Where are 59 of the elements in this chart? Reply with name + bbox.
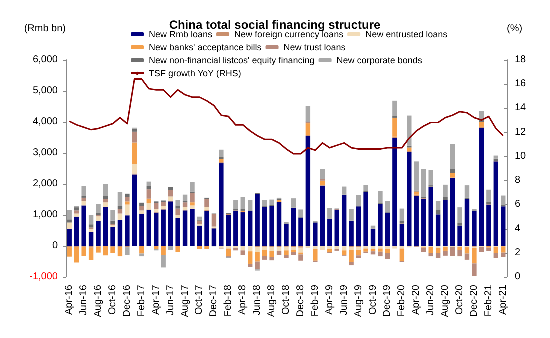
y-tick-label: 0 bbox=[52, 240, 58, 252]
x-tick-label: Dec-19 bbox=[382, 284, 394, 318]
y2-tick-label: 4 bbox=[515, 223, 521, 234]
x-tick-label: Jun-16 bbox=[78, 284, 90, 316]
x-tick-label: Oct-19 bbox=[368, 284, 379, 316]
y2-tick-label: 6 bbox=[515, 199, 521, 210]
y2-tick-label: 8 bbox=[515, 175, 521, 186]
legend-label: New corporate bonds bbox=[336, 56, 423, 66]
x-tick-label: Jun-18 bbox=[252, 284, 264, 316]
x-tick-label: Jun-19 bbox=[338, 284, 350, 316]
x-tick-label: Jun-20 bbox=[426, 284, 437, 316]
legend-label: New entrusted loans bbox=[366, 30, 448, 40]
y2-axis-title: (%) bbox=[507, 24, 523, 34]
y-tick-label: 3,000 bbox=[32, 148, 58, 158]
y2-tick-label: 16 bbox=[515, 78, 527, 90]
legend-label: New non-financial listcos' equity financing bbox=[149, 56, 315, 66]
x-tick-label: Oct-20 bbox=[454, 284, 466, 316]
x-tick-label: Dec-20 bbox=[468, 284, 480, 318]
y-tick-label: 6,000 bbox=[32, 54, 58, 66]
y-tick-label: -1,000 bbox=[30, 272, 58, 282]
x-tick-label: Feb-21 bbox=[483, 284, 494, 317]
x-tick-label: Apr-21 bbox=[498, 284, 509, 316]
x-tick-label: Aug-20 bbox=[440, 284, 452, 318]
x-tick-label: Apr-19 bbox=[324, 284, 336, 316]
legend-label: TSF growth YoY (RHS) bbox=[149, 68, 242, 78]
legend-label: New Rmb loans bbox=[149, 30, 214, 40]
x-tick-label: Feb-19 bbox=[310, 284, 321, 317]
x-tick-label: Apr-17 bbox=[150, 284, 162, 316]
x-tick-label: Apr-18 bbox=[238, 284, 249, 316]
y2-tick-label: 14 bbox=[515, 102, 527, 114]
y-tick-label: 5,000 bbox=[32, 86, 58, 96]
x-tick-label: Oct-16 bbox=[107, 284, 118, 316]
x-tick-label: Aug-19 bbox=[353, 284, 364, 318]
x-tick-label: Dec-16 bbox=[122, 284, 133, 318]
y-axis-title: (Rmb bn) bbox=[24, 24, 66, 34]
x-tick-label: Dec-17 bbox=[208, 284, 220, 318]
legend-label: New banks' acceptance bills bbox=[149, 42, 262, 52]
x-tick-label: Apr-16 bbox=[64, 284, 76, 316]
y2-tick-label: 18 bbox=[515, 54, 527, 66]
y2-tick-label: 12 bbox=[515, 126, 527, 138]
x-tick-label: Aug-18 bbox=[266, 284, 278, 318]
y-tick-label: 2,000 bbox=[32, 178, 58, 190]
x-tick-label: Oct-18 bbox=[281, 284, 292, 316]
y2-tick-label: 2 bbox=[515, 247, 521, 258]
x-tick-label: Oct-17 bbox=[194, 284, 206, 316]
x-tick-label: Apr-20 bbox=[411, 284, 422, 316]
x-tick-label: Dec-18 bbox=[295, 284, 306, 318]
y-tick-label: 4,000 bbox=[32, 116, 58, 128]
x-tick-label: Jun-17 bbox=[165, 284, 176, 316]
x-tick-label: Feb-18 bbox=[223, 284, 234, 317]
x-tick-label: Feb-17 bbox=[136, 284, 148, 317]
y2-tick-label: 0 bbox=[515, 272, 521, 282]
chart-title: China total social financing structure bbox=[169, 18, 382, 32]
legend-label: New trust loans bbox=[284, 42, 346, 52]
x-tick-label: Feb-20 bbox=[396, 284, 408, 317]
y2-tick-label: 10 bbox=[515, 150, 527, 162]
x-tick-label: Aug-16 bbox=[93, 284, 104, 318]
y-tick-label: 1,000 bbox=[32, 210, 58, 220]
x-tick-label: Aug-17 bbox=[180, 284, 191, 318]
